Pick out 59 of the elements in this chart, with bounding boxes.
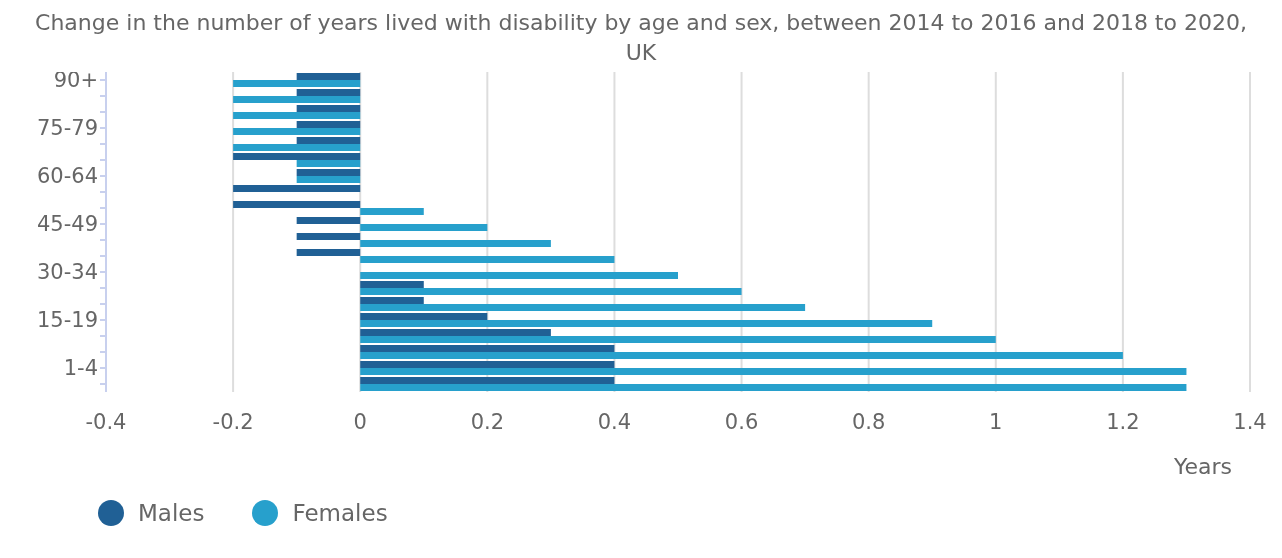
bar [360,304,806,311]
bar [296,137,361,144]
bar [233,112,361,119]
y-tick-label: 1-4 [63,356,98,381]
bar [233,201,361,208]
bar [360,256,615,263]
y-tick-label: 15-19 [36,308,98,333]
bar [296,233,361,240]
bar [360,224,488,231]
x-tick-label: 0.4 [597,409,632,434]
x-axis-title: Years [1172,454,1232,479]
x-tick-label: 0.6 [724,409,759,434]
bar [296,121,361,128]
bar [233,185,361,192]
bar [360,272,678,279]
bar [360,329,551,336]
bar [233,144,361,151]
bar [296,176,361,183]
bar [233,80,361,87]
bar [360,361,615,368]
y-tick-label: 45-49 [36,212,98,237]
bar [296,217,361,224]
bar [360,313,488,320]
bar [360,320,933,327]
bar [360,352,1123,359]
bar [360,288,742,295]
x-tick-label: 1.4 [1233,409,1267,434]
x-tick-label: -0.2 [212,409,254,434]
x-tick-label: 1 [989,409,1003,434]
bar [360,384,1187,391]
legend-label: Females [292,500,388,526]
y-tick-label: 75-79 [36,116,98,141]
bar [296,169,361,176]
bar [296,249,361,256]
bar [296,89,361,96]
bar [296,160,361,167]
bar [360,208,424,215]
x-tick-label: 0 [353,409,367,434]
bar [360,345,615,352]
bar [360,297,424,304]
bar [296,105,361,112]
bar [360,377,615,384]
bar [360,336,996,343]
bar [360,281,424,288]
chart-title: Change in the number of years lived with disability by age and sex, between 2014 to 2016 and 2018 to 2020, UK [35,10,1247,65]
bar [360,240,551,247]
y-tick-label: 60-64 [36,164,98,189]
y-tick-label: 90+ [53,68,98,93]
x-tick-label: -0.4 [85,409,127,434]
x-tick-label: 0.2 [470,409,505,434]
bar [233,128,361,135]
bar [360,368,1187,375]
x-tick-label: 1.2 [1106,409,1140,434]
bar [233,153,361,160]
bar [233,96,361,103]
bar [296,73,361,80]
y-tick-label: 30-34 [36,260,98,285]
x-tick-label: 0.8 [851,409,886,434]
legend-label: Males [138,500,205,526]
